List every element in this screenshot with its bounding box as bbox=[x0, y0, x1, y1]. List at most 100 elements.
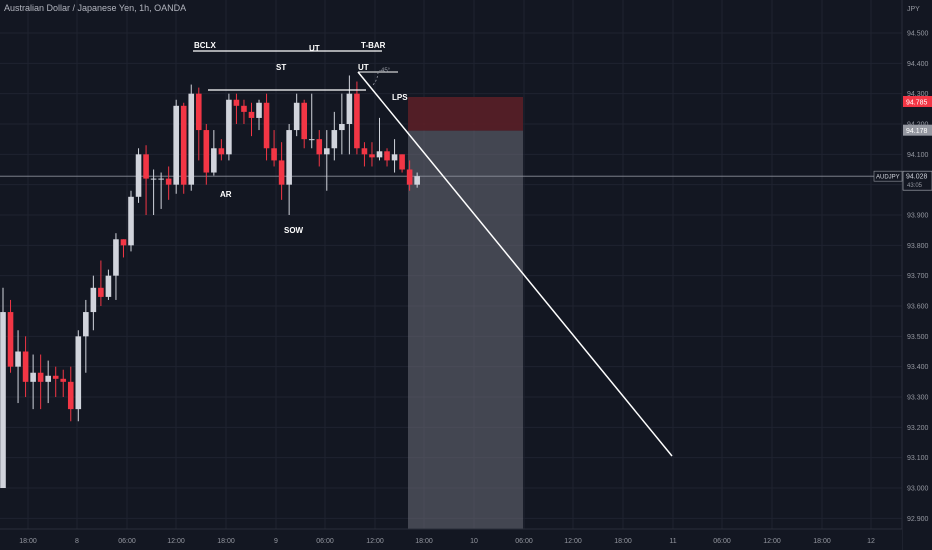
price-axis bbox=[902, 0, 932, 550]
label-st: ST bbox=[276, 63, 286, 72]
candle-body bbox=[67, 381, 74, 410]
candle-body bbox=[188, 93, 195, 185]
countdown-text: 43:05 bbox=[907, 183, 923, 189]
x-tick-label: 18:00 bbox=[415, 538, 433, 545]
label-lps: LPS bbox=[392, 93, 408, 102]
y-tick-label: 93.700 bbox=[907, 273, 929, 280]
stop-loss-zone bbox=[408, 97, 523, 131]
candle-body bbox=[308, 139, 315, 141]
symbol-text: AUDJPY bbox=[876, 175, 900, 181]
candle-body bbox=[301, 102, 307, 140]
candle-body bbox=[113, 239, 119, 276]
y-tick-label: 94.400 bbox=[907, 61, 929, 68]
x-tick-label: 8 bbox=[75, 538, 79, 545]
x-tick-label: 12 bbox=[867, 538, 875, 545]
y-tick-label: 93.200 bbox=[907, 425, 929, 432]
x-tick-label: 12:00 bbox=[167, 538, 185, 545]
candle-body bbox=[241, 105, 247, 112]
candle-body bbox=[293, 102, 300, 131]
candle-body bbox=[203, 130, 210, 173]
time-axis bbox=[0, 529, 902, 550]
candle-body bbox=[7, 312, 14, 367]
chart-title: Australian Dollar / Japanese Yen, 1h, OA… bbox=[4, 3, 187, 13]
candle-body bbox=[391, 154, 398, 161]
candle-body bbox=[414, 176, 420, 185]
candle-body bbox=[339, 124, 345, 131]
y-tick-label: 93.000 bbox=[907, 486, 929, 493]
candle-body bbox=[120, 239, 127, 246]
candle-body bbox=[75, 336, 82, 410]
candle-body bbox=[150, 178, 157, 180]
candle-body bbox=[346, 93, 353, 124]
y-tick-label: 94.500 bbox=[907, 31, 929, 38]
x-tick-label: 10 bbox=[470, 538, 478, 545]
candle-body bbox=[256, 102, 262, 118]
currency-label: JPY bbox=[907, 6, 920, 13]
label-ut-1: UT bbox=[309, 44, 320, 53]
candle-body bbox=[128, 196, 134, 246]
x-tick-label: 18:00 bbox=[19, 538, 37, 545]
symbol-badge bbox=[873, 170, 903, 182]
target-price-text: 94.785 bbox=[906, 100, 928, 107]
x-tick-label: 12:00 bbox=[763, 538, 781, 545]
y-tick-label: 93.500 bbox=[907, 334, 929, 341]
candle-body bbox=[165, 178, 172, 185]
candle-body bbox=[143, 154, 149, 179]
x-tick-label: 06:00 bbox=[713, 538, 731, 545]
y-tick-label: 93.100 bbox=[907, 455, 929, 462]
x-tick-label: 18:00 bbox=[813, 538, 831, 545]
y-tick-label: 93.800 bbox=[907, 243, 929, 250]
stop-price-badge bbox=[903, 124, 932, 136]
candle-body bbox=[263, 102, 270, 149]
label-angle: -45° bbox=[379, 68, 391, 74]
x-tick-label: 18:00 bbox=[217, 538, 235, 545]
y-tick-label: 92.900 bbox=[907, 516, 929, 523]
candle-body bbox=[90, 287, 97, 313]
label-tbar: T-BAR bbox=[361, 41, 386, 50]
candle-body bbox=[218, 148, 225, 155]
candle-body bbox=[233, 99, 240, 106]
last-price-text: 94.028 bbox=[906, 174, 928, 181]
y-tick-label: 94.100 bbox=[907, 152, 929, 159]
candle-body bbox=[0, 312, 6, 488]
label-bclx: BCLX bbox=[194, 41, 216, 50]
candle-body bbox=[135, 154, 142, 197]
candle-body bbox=[406, 169, 413, 185]
candle-body bbox=[271, 148, 277, 161]
label-ut-2: UT bbox=[358, 63, 369, 72]
candle-body bbox=[323, 148, 330, 155]
candle-body bbox=[286, 130, 292, 185]
candle-body bbox=[98, 287, 104, 297]
x-tick-label: 11 bbox=[669, 538, 676, 545]
y-tick-label: 93.300 bbox=[907, 395, 929, 402]
candle-body bbox=[173, 105, 179, 185]
candle-body bbox=[180, 105, 187, 185]
candle-body bbox=[158, 178, 164, 180]
candle-body bbox=[354, 93, 360, 149]
label-ar: AR bbox=[220, 190, 232, 199]
target-price-badge bbox=[903, 96, 932, 107]
y-tick-label: 93.600 bbox=[907, 304, 929, 311]
x-tick-label: 12:00 bbox=[564, 538, 582, 545]
stop-price-text: 94.178 bbox=[906, 128, 928, 135]
candle-body bbox=[316, 139, 323, 155]
y-tick-label: 93.900 bbox=[907, 213, 929, 220]
candle-body bbox=[248, 111, 255, 118]
angle-arc bbox=[371, 71, 379, 87]
candle-body bbox=[37, 372, 44, 382]
candle-body bbox=[376, 151, 383, 158]
take-profit-zone bbox=[408, 130, 523, 529]
y-tick-label: 94.300 bbox=[907, 91, 929, 98]
label-sow: SOW bbox=[284, 226, 304, 235]
candle-body bbox=[45, 375, 51, 382]
candle-body bbox=[226, 99, 232, 155]
candle-body bbox=[399, 154, 405, 170]
candle-body bbox=[22, 351, 29, 382]
x-tick-label: 18:00 bbox=[614, 538, 632, 545]
last-price-badge bbox=[902, 170, 932, 191]
x-tick-label: 06:00 bbox=[118, 538, 136, 545]
candle-body bbox=[105, 275, 112, 297]
candle-body bbox=[384, 151, 390, 161]
candle-body bbox=[211, 148, 217, 173]
